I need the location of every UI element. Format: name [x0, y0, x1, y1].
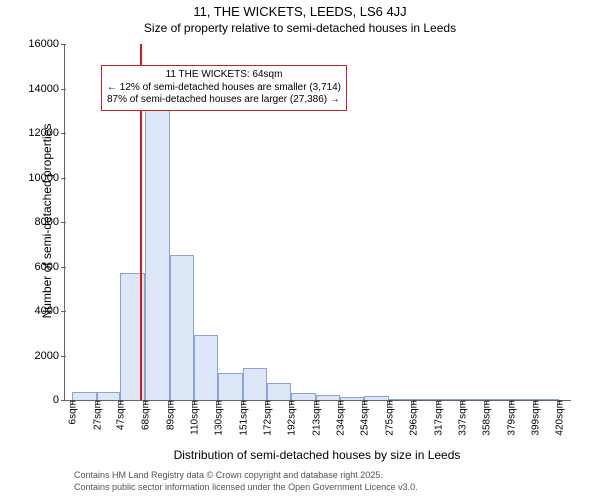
x-tick-label: 130sqm — [211, 400, 224, 436]
y-tick: 14000 — [28, 83, 65, 95]
x-tick-label: 317sqm — [432, 400, 445, 436]
x-tick-label: 27sqm — [90, 400, 103, 430]
y-tick: 0 — [53, 394, 65, 406]
x-tick-label: 213sqm — [309, 400, 322, 436]
histogram-bar — [72, 392, 97, 400]
x-tick-label: 172sqm — [261, 400, 274, 436]
annotation-box: 11 THE WICKETS: 64sqm← 12% of semi-detac… — [101, 65, 347, 111]
footer-attribution: Contains HM Land Registry data © Crown c… — [74, 470, 418, 493]
chart-title-line2: Size of property relative to semi-detach… — [0, 21, 600, 35]
x-tick-label: 234sqm — [334, 400, 347, 436]
y-axis-label: Number of semi-detached properties — [40, 96, 54, 346]
x-axis-label: Distribution of semi-detached houses by … — [64, 448, 570, 462]
x-tick-label: 192sqm — [284, 400, 297, 436]
histogram-bar — [243, 368, 268, 400]
histogram-bar — [291, 393, 316, 400]
histogram-bar — [170, 255, 195, 400]
histogram-bar — [194, 335, 218, 400]
x-tick-label: 254sqm — [357, 400, 370, 436]
plot-area: 02000400060008000100001200014000160006sq… — [64, 44, 571, 401]
x-tick-label: 296sqm — [407, 400, 420, 436]
x-tick-label: 110sqm — [188, 400, 201, 435]
annotation-line2: ← 12% of semi-detached houses are smalle… — [107, 82, 341, 95]
x-tick-label: 399sqm — [528, 400, 541, 436]
annotation-line1: 11 THE WICKETS: 64sqm — [107, 69, 341, 82]
histogram-bar — [218, 373, 243, 400]
annotation-line3: 87% of semi-detached houses are larger (… — [107, 94, 341, 107]
x-tick-label: 358sqm — [480, 400, 493, 436]
x-tick-label: 47sqm — [114, 400, 127, 430]
histogram-bar — [267, 383, 291, 400]
chart-container: 11, THE WICKETS, LEEDS, LS6 4JJ Size of … — [0, 0, 600, 500]
x-tick-label: 89sqm — [163, 400, 176, 430]
x-tick-label: 420sqm — [553, 400, 566, 436]
x-tick-label: 337sqm — [455, 400, 468, 436]
footer-line2: Contains public sector information licen… — [74, 482, 418, 494]
histogram-bar — [97, 392, 121, 400]
y-tick: 16000 — [28, 38, 65, 50]
histogram-bar — [145, 109, 170, 400]
x-tick-label: 68sqm — [139, 400, 152, 430]
y-tick: 2000 — [35, 350, 65, 362]
x-tick-label: 151sqm — [236, 400, 249, 436]
footer-line1: Contains HM Land Registry data © Crown c… — [74, 470, 418, 482]
x-tick-label: 275sqm — [382, 400, 395, 436]
x-tick-label: 6sqm — [66, 400, 79, 424]
x-tick-label: 379sqm — [504, 400, 517, 436]
chart-title-line1: 11, THE WICKETS, LEEDS, LS6 4JJ — [0, 4, 600, 19]
